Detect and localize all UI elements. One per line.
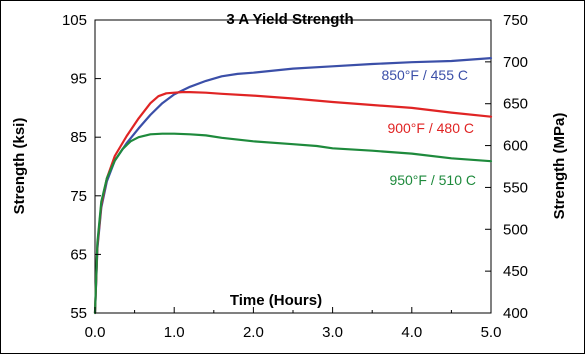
plot-area [94,19,492,314]
axis-layer: 0.0 1.0 2.0 3.0 4.0 5.0 55 65 75 85 95 105 400 450 500… [62,12,528,341]
y-tick-label: 65 [70,246,87,263]
series-layer [93,56,493,315]
x-tick-label: 5.0 [481,324,502,341]
y2-tick-label: 700 [503,54,528,71]
x-tick-label: 0.0 [85,324,106,341]
series-line-950 [93,132,493,315]
y-tick-label: 105 [62,12,87,29]
y-tick-label: 55 [70,305,87,322]
y-tick-label: 85 [70,129,87,146]
series-label-950: 950°F / 510 C [389,172,476,188]
y-tick-label: 95 [70,71,87,88]
y2-tick-label: 400 [503,305,528,322]
x-tick-label: 1.0 [164,324,185,341]
y2-tick-label: 550 [503,179,528,196]
series-label-850: 850°F / 455 C [381,67,468,83]
chart-title: 3 A Yield Strength [226,11,353,28]
y2-tick-label: 650 [503,96,528,113]
y2-axis-title: Strength (MPa) [551,113,568,220]
y2-tick-label: 600 [503,138,528,155]
y2-tick-label: 750 [503,12,528,29]
y-tick-label: 75 [70,188,87,205]
y-axis-title: Strength (ksi) [11,118,28,215]
y2-tick-label: 450 [503,263,528,280]
y2-tick-label: 500 [503,221,528,238]
x-tick-label: 2.0 [243,324,264,341]
x-tick-label: 4.0 [401,324,422,341]
x-tick-label: 3.0 [322,324,343,341]
series-label-900: 900°F / 480 C [387,120,474,136]
x-axis-title: Time (Hours) [230,292,322,309]
